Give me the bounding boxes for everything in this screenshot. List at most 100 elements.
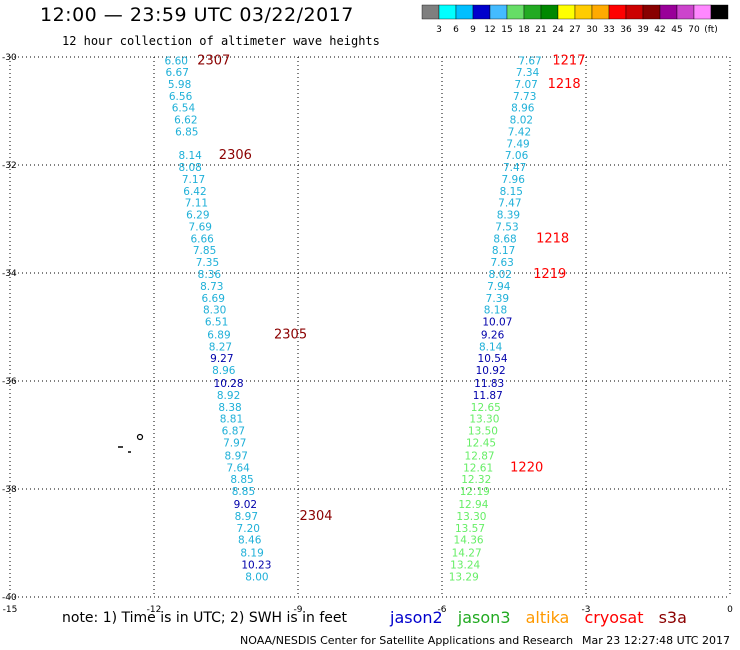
west-track-value: 8.73 bbox=[200, 281, 223, 293]
west-track-value: 8.08 bbox=[178, 162, 201, 174]
east-track-value: 13.50 bbox=[468, 426, 498, 438]
colorbar-swatch bbox=[591, 4, 610, 20]
east-track-value: 7.39 bbox=[486, 293, 509, 305]
west-track-value: 6.66 bbox=[190, 233, 214, 245]
west-track-value: 7.85 bbox=[193, 245, 216, 257]
east-track-value: 13.30 bbox=[469, 414, 499, 426]
colorbar-label: 36 bbox=[620, 25, 632, 35]
west-track-value: 7.97 bbox=[223, 437, 246, 449]
y-tick-label: -30 bbox=[2, 53, 17, 63]
east-track-value: 13.30 bbox=[456, 511, 486, 523]
east-track-value: 7.53 bbox=[495, 221, 518, 233]
footer-note: note: 1) Time is in UTC; 2) SWH is in fe… bbox=[62, 610, 348, 626]
west-track-value: 8.00 bbox=[245, 571, 268, 583]
colorbar-swatch bbox=[693, 4, 712, 20]
satellite-legend: jason2 jason3 altika cryosat s3a bbox=[390, 608, 697, 627]
west-track-value: 6.29 bbox=[186, 210, 209, 222]
time-annotation: 2304 bbox=[299, 509, 332, 524]
east-track-value: 7.96 bbox=[502, 174, 526, 186]
west-track-value: 10.23 bbox=[241, 560, 271, 572]
east-track-value: 7.07 bbox=[514, 79, 537, 91]
east-track-value: 7.49 bbox=[506, 138, 529, 150]
x-tick-label: -3 bbox=[582, 605, 591, 615]
colorbar-label: 12 bbox=[484, 25, 495, 35]
x-tick-label: -15 bbox=[3, 605, 18, 615]
colorbar-label: 39 bbox=[637, 25, 649, 35]
colorbar-label: 42 bbox=[654, 25, 665, 35]
west-track-value: 6.51 bbox=[205, 317, 228, 329]
credit-timestamp: Mar 23 12:27:48 UTC 2017 bbox=[582, 634, 730, 647]
west-track-value: 6.67 bbox=[166, 67, 189, 79]
y-tick-label: -34 bbox=[2, 269, 17, 279]
west-track-value: 8.96 bbox=[212, 365, 236, 377]
east-track-value: 12.65 bbox=[471, 402, 501, 414]
colorbar-swatch bbox=[438, 4, 457, 20]
east-track-value: 7.94 bbox=[487, 281, 511, 293]
colorbar-swatch bbox=[710, 4, 729, 20]
east-track-value: 12.94 bbox=[458, 499, 488, 511]
colorbar-label: 27 bbox=[569, 25, 580, 35]
time-annotation: 1219 bbox=[533, 267, 566, 282]
west-track-value: 8.38 bbox=[218, 402, 241, 414]
east-track-value: 10.07 bbox=[482, 317, 512, 329]
east-track-value: 12.87 bbox=[465, 450, 495, 462]
y-tick-label: -32 bbox=[2, 161, 17, 171]
time-annotation: 1220 bbox=[510, 460, 543, 475]
west-track-value: 8.27 bbox=[209, 341, 232, 353]
east-track-value: 14.27 bbox=[452, 548, 482, 560]
east-track-value: 14.36 bbox=[454, 535, 484, 547]
colorbar-swatch bbox=[676, 4, 695, 20]
west-track-value: 6.54 bbox=[172, 103, 196, 115]
colorbar-label: 70 bbox=[688, 25, 700, 35]
west-track-value: 7.69 bbox=[189, 221, 212, 233]
east-track-value: 8.17 bbox=[492, 245, 515, 257]
east-track-value: 13.29 bbox=[449, 571, 479, 583]
colorbar-swatch bbox=[642, 4, 661, 20]
chart-subtitle: 12 hour collection of altimeter wave hei… bbox=[62, 34, 380, 48]
east-track-value: 7.06 bbox=[505, 150, 529, 162]
colorbar-label: 3 bbox=[436, 25, 442, 35]
west-track-value: 9.27 bbox=[210, 353, 233, 365]
colorbar-swatch bbox=[421, 4, 440, 20]
west-track-value: 6.60 bbox=[165, 56, 188, 68]
east-track-value: 7.42 bbox=[508, 126, 531, 138]
west-track-value: 8.85 bbox=[230, 474, 253, 486]
colorbar-swatch bbox=[659, 4, 678, 20]
west-track-value: 8.85 bbox=[232, 486, 255, 498]
credit-text: NOAA/NESDIS Center for Satellite Applica… bbox=[240, 634, 574, 647]
west-track-value: 8.19 bbox=[240, 548, 263, 560]
colorbar-label: 24 bbox=[552, 25, 564, 35]
west-track-value: 10.28 bbox=[214, 378, 244, 390]
west-track-value: 8.46 bbox=[238, 535, 262, 547]
west-track-value: 8.30 bbox=[203, 305, 226, 317]
west-track-value: 8.36 bbox=[198, 269, 222, 281]
island-marker bbox=[136, 433, 144, 441]
colorbar-label: 15 bbox=[501, 25, 512, 35]
east-track-value: 10.92 bbox=[476, 365, 506, 377]
east-track-value: 7.47 bbox=[503, 162, 526, 174]
east-track-value: 13.24 bbox=[450, 560, 480, 572]
colorbar-label: 33 bbox=[603, 25, 614, 35]
east-track-value: 13.57 bbox=[455, 523, 485, 535]
west-track-value: 7.35 bbox=[196, 257, 219, 269]
east-track-value: 12.32 bbox=[461, 474, 491, 486]
colorbar-label: 18 bbox=[518, 25, 530, 35]
east-track-value: 8.02 bbox=[489, 269, 512, 281]
east-track-value: 8.15 bbox=[500, 186, 523, 198]
east-track-value: 7.47 bbox=[498, 198, 521, 210]
east-track-value: 10.54 bbox=[478, 353, 508, 365]
satellite-jason2: jason2 bbox=[390, 608, 443, 627]
east-track-value: 7.73 bbox=[513, 91, 536, 103]
east-track-value: 8.96 bbox=[511, 103, 535, 115]
east-track-value: 12.45 bbox=[466, 437, 496, 449]
colorbar-label: 6 bbox=[453, 25, 459, 35]
colorbar-label: 9 bbox=[470, 25, 476, 35]
x-tick-label: 0 bbox=[727, 605, 733, 615]
satellite-cryosat: cryosat bbox=[584, 608, 644, 627]
colorbar-swatch bbox=[472, 4, 491, 20]
west-track-value: 6.62 bbox=[174, 115, 197, 127]
time-annotation: 1218 bbox=[536, 231, 569, 246]
time-annotation: 2306 bbox=[219, 148, 252, 163]
east-track-value: 8.39 bbox=[497, 210, 520, 222]
